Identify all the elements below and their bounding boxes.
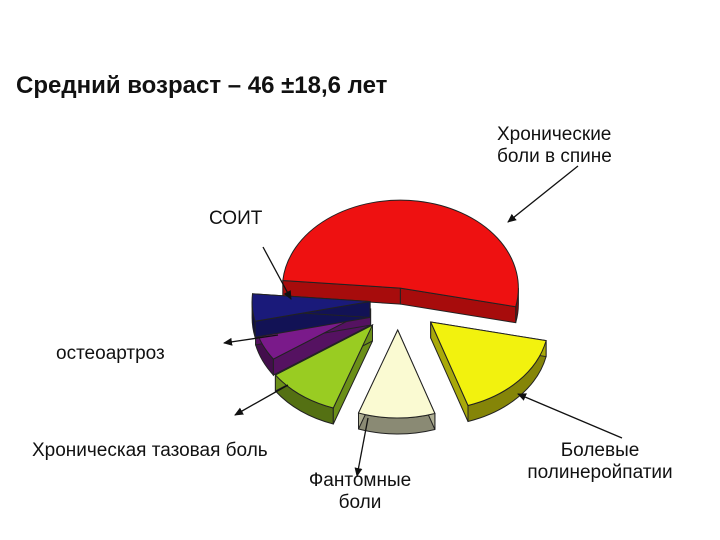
- label-arrow: [517, 393, 623, 439]
- label-arrow: [262, 246, 292, 300]
- label-arrow: [234, 384, 289, 416]
- label-arrow: [223, 334, 279, 346]
- pie-slice: [251, 293, 371, 338]
- pie-slice: [357, 328, 436, 435]
- pie-slice: [274, 323, 374, 425]
- pie-slice: [429, 321, 547, 423]
- slice-label: остеоартроз: [56, 343, 165, 364]
- label-arrow: [507, 165, 579, 223]
- slice-label: Хроническая тазовая боль: [32, 440, 268, 461]
- chart-title: Средний возраст – 46 ±18,6 лет: [16, 72, 388, 99]
- slice-label: СОИТ: [209, 208, 263, 229]
- slice-label: Фантомные боли: [308, 470, 412, 513]
- slice-label: Болевые полинеройпатии: [527, 440, 673, 483]
- label-arrow: [354, 417, 369, 477]
- slice-label: Хронические боли в спине: [497, 124, 612, 167]
- pie-slice: [282, 199, 519, 324]
